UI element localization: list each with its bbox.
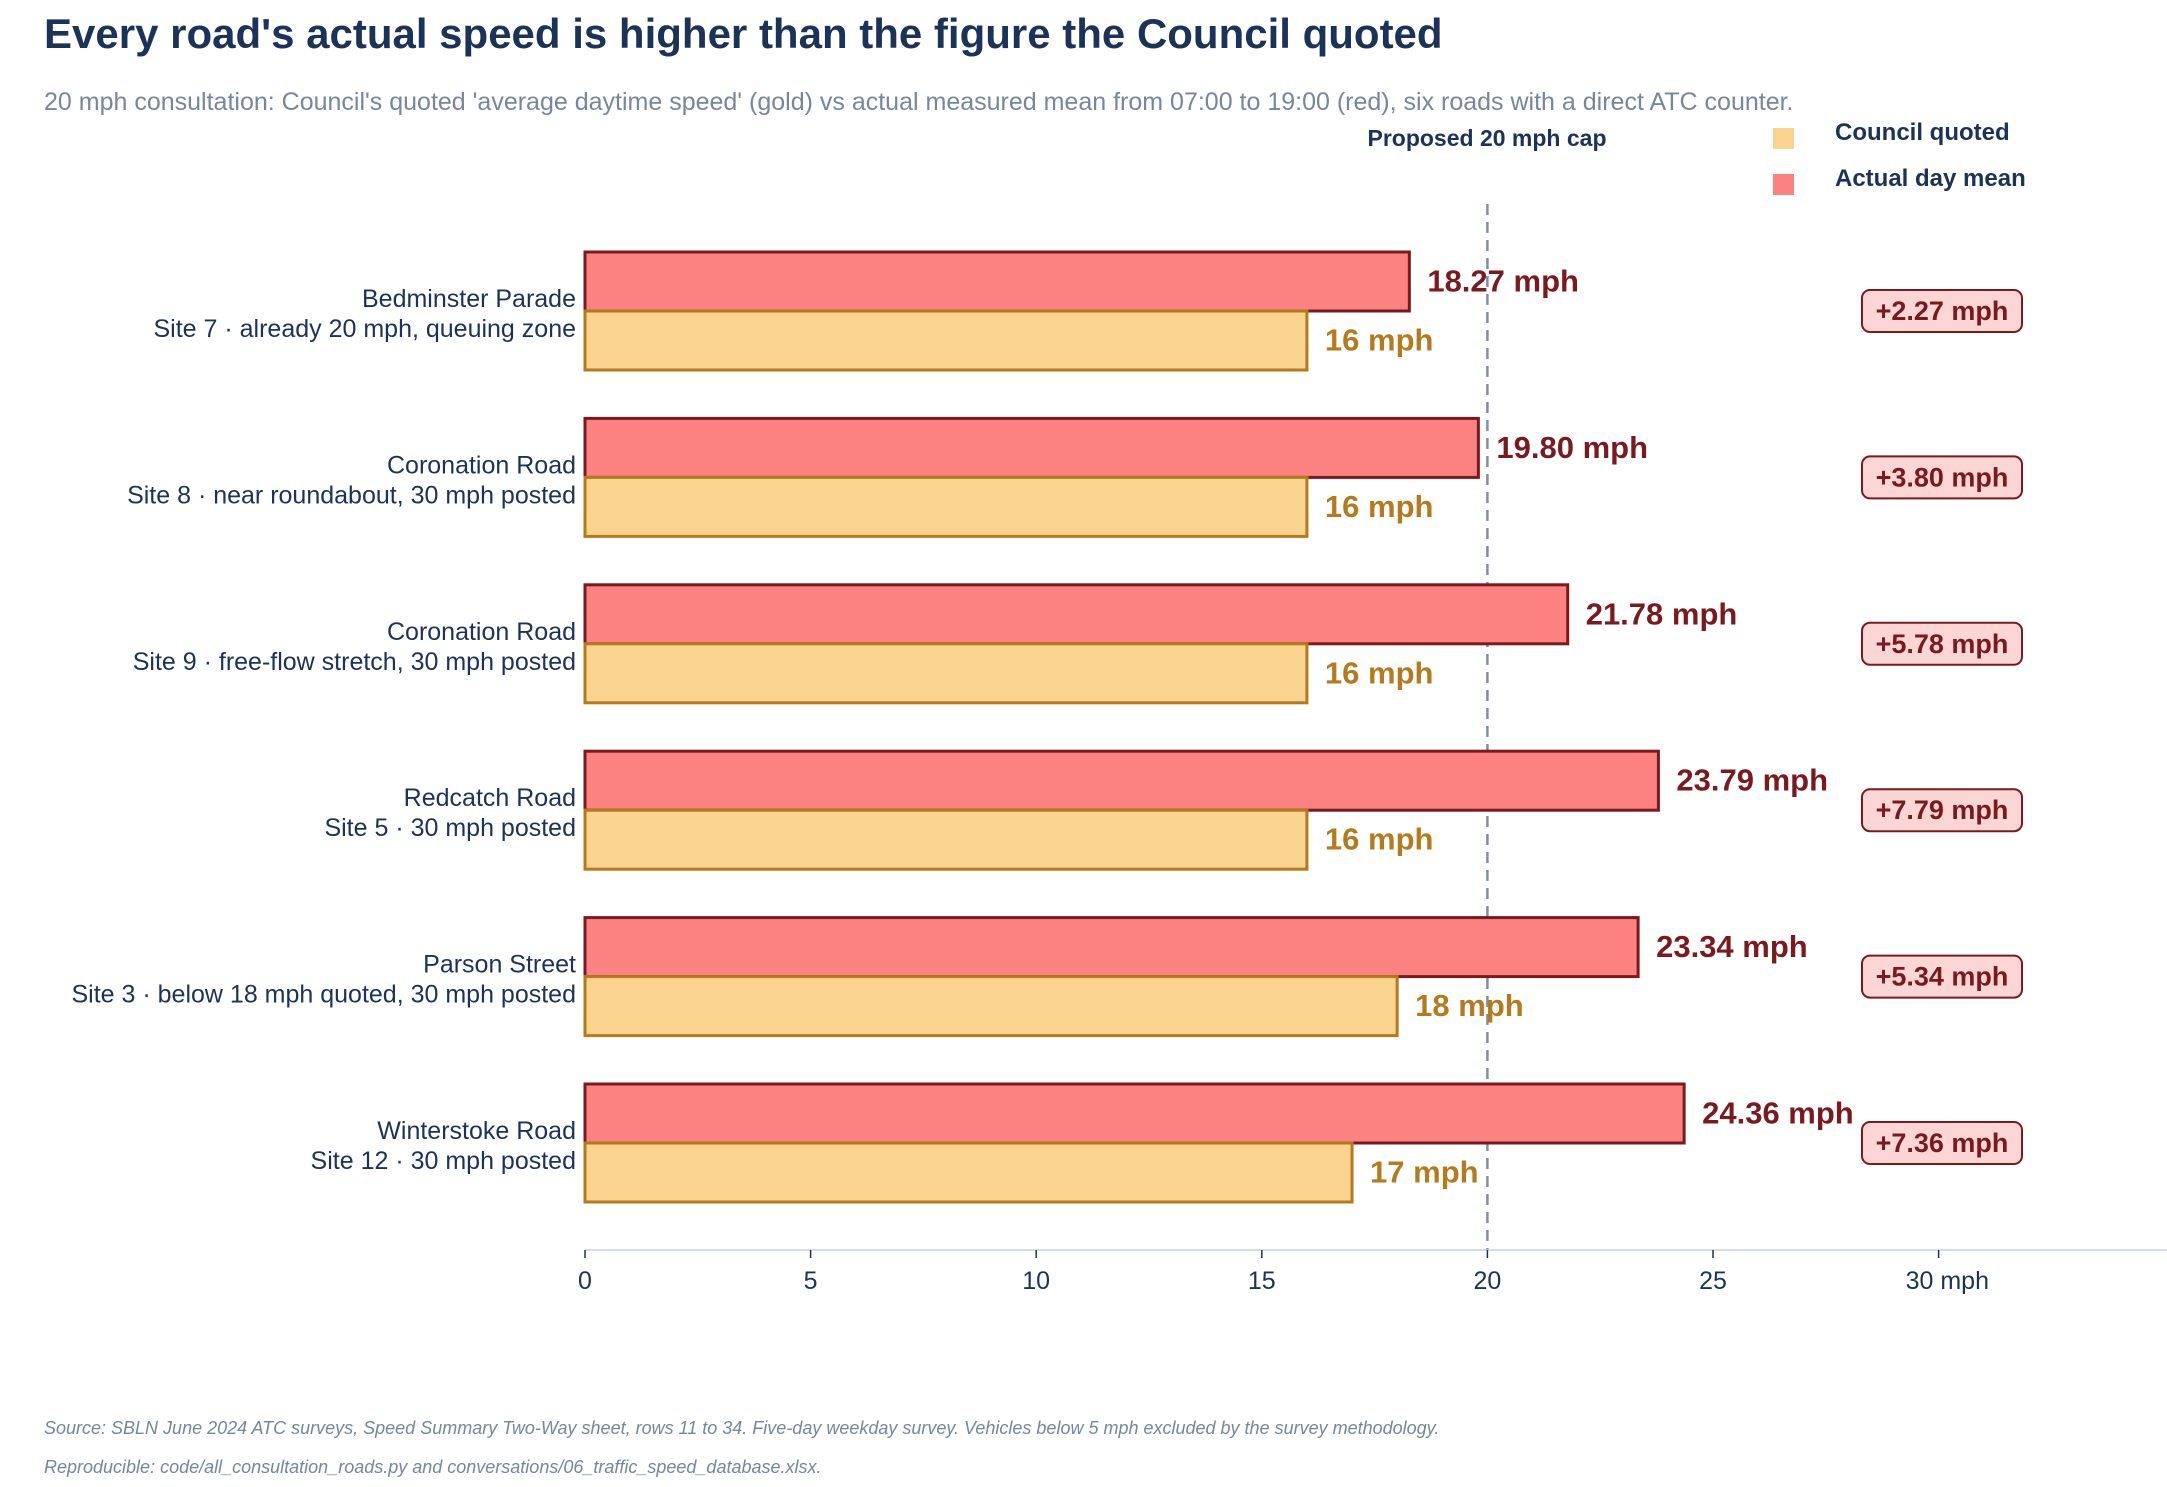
bar-chart: Proposed 20 mph cap 18.27 mph 16 mph Bedmin… <box>72 125 2167 1295</box>
x-tick-label: 30 mph <box>1906 1267 1989 1295</box>
category-label-road: Winterstoke Road <box>377 1117 576 1145</box>
legend-swatch-quoted <box>1773 128 1794 149</box>
legend-label-actual: Actual day mean <box>1835 165 2026 192</box>
actual-bar <box>583 916 1640 979</box>
difference-label: +3.80 mph <box>1876 462 2009 492</box>
category-label-detail: Site 3 · below 18 mph quoted, 30 mph pos… <box>72 981 577 1009</box>
category-label-road: Bedminster Parade <box>362 285 576 313</box>
quoted-bar <box>583 475 1309 538</box>
legend-label-quoted: Council quoted <box>1835 119 2010 146</box>
category-label-detail: Site 12 · 30 mph posted <box>311 1147 576 1175</box>
x-tick-label: 15 <box>1248 1267 1276 1295</box>
actual-value-label: 18.27 mph <box>1427 264 1579 299</box>
difference-label: +7.36 mph <box>1876 1128 2009 1158</box>
difference-badge <box>1861 1121 2023 1165</box>
reproducible-footnote: Reproducible: code/all_consultation_road… <box>44 1457 822 1477</box>
difference-badge <box>1861 289 2023 333</box>
quoted-value-label: 16 mph <box>1325 655 1434 690</box>
quoted-bar <box>583 975 1399 1038</box>
actual-value-label: 23.79 mph <box>1676 763 1828 798</box>
source-footnote: Source: SBLN June 2024 ATC surveys, Spee… <box>44 1418 1440 1438</box>
reference-line-label: Proposed 20 mph cap <box>1367 125 1606 151</box>
category-label-road: Coronation Road <box>387 618 576 646</box>
quoted-value-label: 18 mph <box>1415 988 1524 1023</box>
x-tick-label: 5 <box>804 1267 818 1295</box>
category-label-detail: Site 7 · already 20 mph, queuing zone <box>154 315 577 343</box>
quoted-bar <box>583 309 1309 372</box>
quoted-bar <box>583 642 1309 705</box>
actual-value-label: 19.80 mph <box>1496 430 1648 465</box>
actual-bar <box>583 250 1411 313</box>
difference-badge <box>1861 621 2023 666</box>
difference-label: +5.34 mph <box>1876 962 2009 992</box>
difference-label: +2.27 mph <box>1876 296 2009 326</box>
x-tick-label: 25 <box>1699 1267 1727 1295</box>
legend-swatch-actual <box>1773 174 1794 195</box>
difference-label: +7.79 mph <box>1876 795 2009 825</box>
category-label-road: Parson Street <box>423 951 576 979</box>
actual-value-label: 24.36 mph <box>1702 1096 1854 1131</box>
chart-title: Every road's actual speed is higher than… <box>44 10 1443 57</box>
x-tick-label: 0 <box>578 1267 592 1295</box>
category-label-road: Coronation Road <box>387 451 576 479</box>
difference-badge <box>1861 954 2023 999</box>
difference-badge <box>1861 455 2023 500</box>
quoted-bar <box>583 1141 1354 1204</box>
actual-bar <box>583 1082 1686 1145</box>
difference-label: +5.78 mph <box>1876 629 2009 659</box>
x-tick-label: 10 <box>1022 1267 1050 1295</box>
actual-bar <box>583 749 1660 812</box>
category-label-road: Redcatch Road <box>404 784 576 812</box>
actual-value-label: 21.78 mph <box>1586 596 1738 631</box>
category-label-detail: Site 5 · 30 mph posted <box>324 814 576 842</box>
actual-bar <box>583 416 1480 479</box>
difference-badge <box>1861 788 2023 833</box>
x-tick-label: 20 <box>1473 1267 1501 1295</box>
actual-bar <box>583 583 1570 646</box>
quoted-value-label: 16 mph <box>1325 489 1434 524</box>
category-label-detail: Site 9 · free-flow stretch, 30 mph poste… <box>133 648 576 676</box>
category-label-detail: Site 8 · near roundabout, 30 mph posted <box>127 481 576 509</box>
chart-subtitle: 20 mph consultation: Council's quoted 'a… <box>44 88 1794 116</box>
quoted-value-label: 16 mph <box>1325 323 1434 358</box>
quoted-value-label: 16 mph <box>1325 822 1434 857</box>
quoted-value-label: 17 mph <box>1370 1155 1479 1190</box>
actual-value-label: 23.34 mph <box>1656 929 1808 964</box>
quoted-bar <box>583 808 1309 871</box>
